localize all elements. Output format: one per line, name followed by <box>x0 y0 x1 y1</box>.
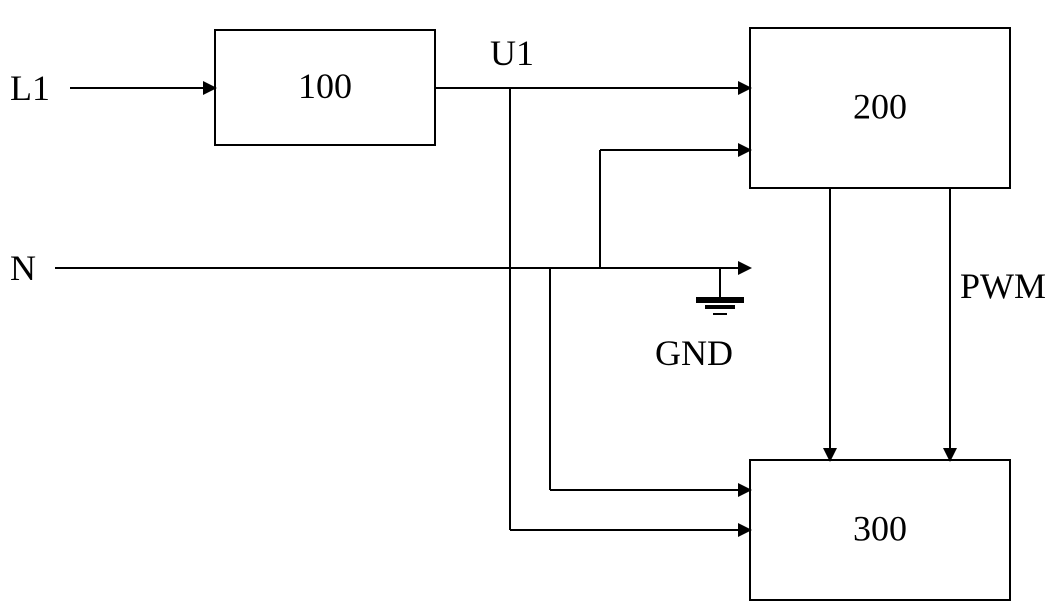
label-u1: U1 <box>490 33 534 73</box>
label-pwm: PWM <box>960 266 1046 306</box>
box-200: 200 <box>750 28 1010 188</box>
label-n: N <box>10 248 36 288</box>
box-300: 300 <box>750 460 1010 600</box>
box-300-label: 300 <box>853 508 907 548</box>
label-l1: L1 <box>10 68 50 108</box>
label-gnd: GND <box>655 333 733 373</box>
box-100-label: 100 <box>298 66 352 106</box>
ground-symbol <box>696 300 744 314</box>
block-diagram: 100 200 300 L1 N U1 PWM GND <box>0 0 1063 616</box>
box-200-label: 200 <box>853 86 907 126</box>
box-100: 100 <box>215 30 435 145</box>
